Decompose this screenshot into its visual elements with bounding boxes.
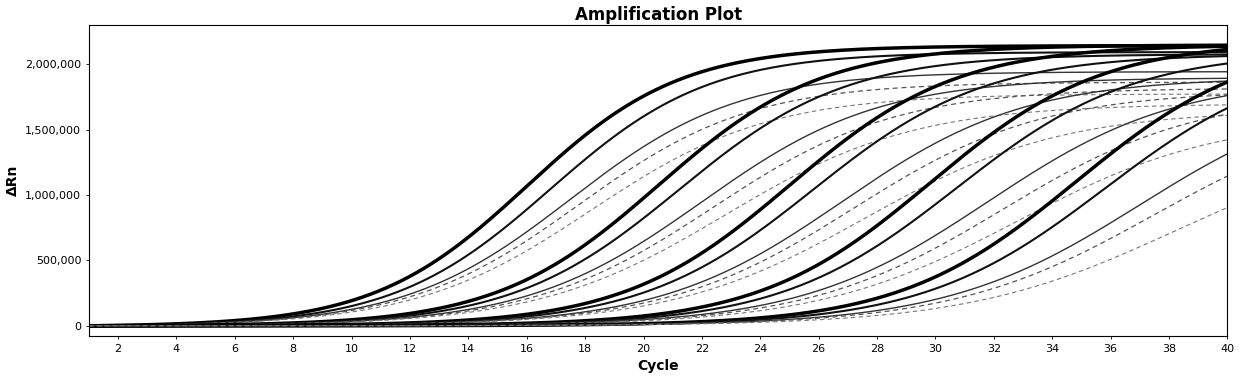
- X-axis label: Cycle: Cycle: [637, 359, 680, 373]
- Y-axis label: ΔRn: ΔRn: [5, 165, 20, 196]
- Title: Amplification Plot: Amplification Plot: [574, 6, 742, 23]
